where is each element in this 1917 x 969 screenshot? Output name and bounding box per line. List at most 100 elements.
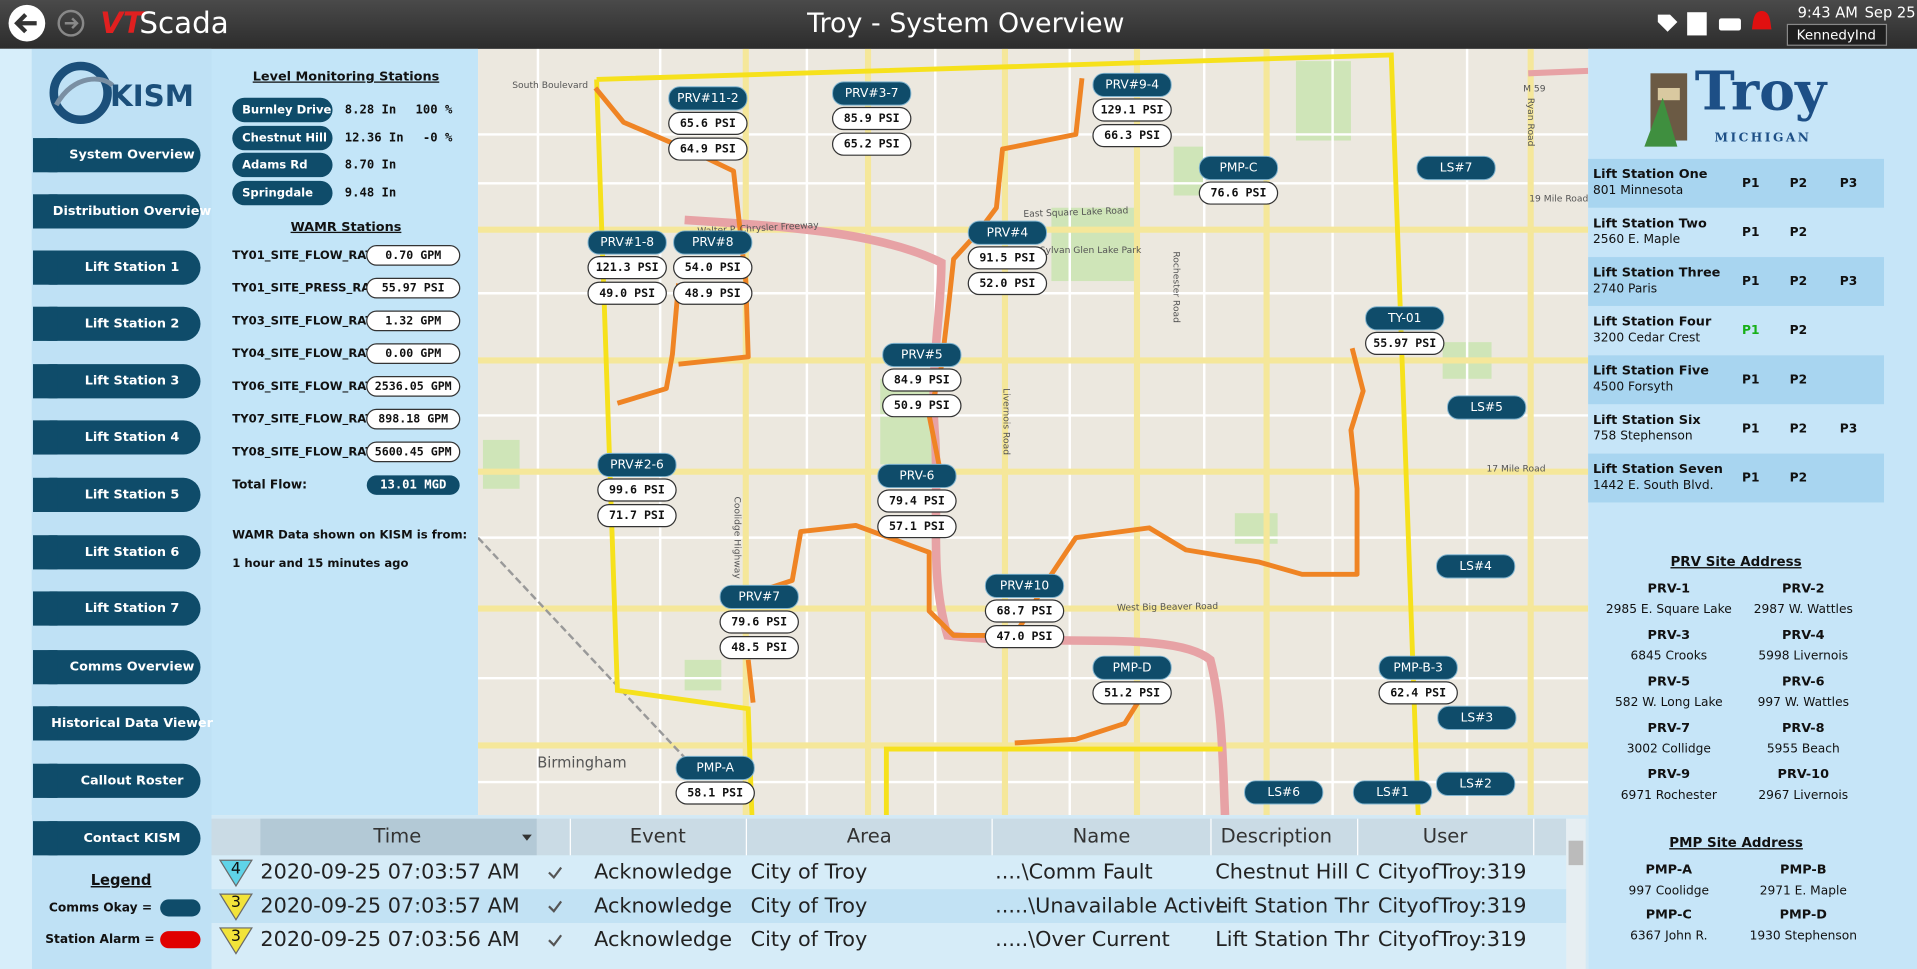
- station-marker[interactable]: [673, 230, 753, 255]
- station-marker[interactable]: [719, 584, 799, 610]
- alarm-bell[interactable]: [1751, 10, 1772, 30]
- nav-label[interactable]: Lift Station 3: [85, 374, 180, 389]
- nav-button-edge[interactable]: [33, 763, 58, 798]
- nav-button[interactable]: [33, 138, 201, 173]
- station-name[interactable]: PMP-C: [1219, 161, 1257, 175]
- station-marker[interactable]: [1365, 306, 1445, 331]
- station-name[interactable]: PRV#11-2: [677, 91, 739, 105]
- station-marker[interactable]: [1352, 780, 1433, 805]
- station-marker[interactable]: [1198, 155, 1279, 181]
- station-marker[interactable]: [1416, 155, 1496, 181]
- station-name[interactable]: PRV#1-8: [600, 235, 654, 249]
- nav-label[interactable]: Historical Data Viewer: [51, 716, 214, 731]
- nav-button-edge[interactable]: [33, 364, 58, 399]
- station-pill[interactable]: [232, 125, 333, 151]
- nav-label[interactable]: Contact KISM: [83, 831, 180, 846]
- station-pill[interactable]: [232, 180, 333, 206]
- nav-button-edge[interactable]: [33, 706, 58, 741]
- nav-button-edge[interactable]: [33, 306, 58, 341]
- alarm-row[interactable]: [211, 923, 1567, 957]
- nav-button-edge[interactable]: [33, 650, 58, 685]
- nav-button[interactable]: [33, 194, 201, 229]
- station-marker[interactable]: [1092, 655, 1172, 680]
- station-marker[interactable]: [1437, 705, 1517, 730]
- alarm-row[interactable]: [211, 855, 1567, 890]
- nav-button[interactable]: [33, 821, 201, 856]
- user-name[interactable]: KennedyInd: [1797, 28, 1876, 43]
- station-marker[interactable]: [882, 342, 962, 368]
- nav-label[interactable]: Lift Station 5: [85, 487, 180, 502]
- station-name[interactable]: PRV#10: [1000, 578, 1049, 592]
- station-marker[interactable]: [1436, 771, 1516, 796]
- nav-button-edge[interactable]: [33, 138, 58, 173]
- station-marker[interactable]: [1244, 780, 1324, 805]
- forward-button[interactable]: [57, 9, 85, 37]
- station-name[interactable]: PRV#5: [901, 347, 943, 361]
- station-marker[interactable]: [832, 81, 912, 106]
- station-name[interactable]: PMP-A: [696, 760, 734, 774]
- nav-button[interactable]: [33, 364, 201, 399]
- nav-label[interactable]: Distribution Overview: [53, 204, 212, 219]
- nav-button-edge[interactable]: [33, 591, 58, 626]
- column-header[interactable]: Event: [630, 825, 686, 848]
- station-name[interactable]: PRV#4: [987, 225, 1029, 239]
- station-name[interactable]: Adams Rd: [242, 157, 307, 171]
- station-marker[interactable]: [1092, 72, 1172, 98]
- lift-station-row[interactable]: [1588, 257, 1884, 306]
- nav-label[interactable]: Lift Station 6: [85, 545, 180, 560]
- nav-button[interactable]: [33, 535, 201, 570]
- station-name[interactable]: PRV#9-4: [1105, 77, 1159, 91]
- station-name[interactable]: LS#6: [1267, 785, 1300, 799]
- column-header[interactable]: Name: [1073, 825, 1131, 848]
- column-header[interactable]: User: [1423, 825, 1469, 848]
- station-name[interactable]: PRV#3-7: [845, 86, 899, 100]
- lift-station-row[interactable]: [1588, 453, 1884, 503]
- nav-button-edge[interactable]: [33, 194, 58, 229]
- station-marker[interactable]: [597, 452, 677, 478]
- station-name[interactable]: LS#2: [1459, 776, 1492, 790]
- column-header[interactable]: Description: [1221, 825, 1332, 848]
- station-marker[interactable]: [587, 230, 667, 255]
- column-header[interactable]: Time: [372, 825, 421, 848]
- station-marker[interactable]: [675, 755, 755, 781]
- station-name[interactable]: PMP-D: [1113, 660, 1152, 674]
- nav-button[interactable]: [33, 706, 201, 741]
- station-name[interactable]: TY-01: [1387, 311, 1421, 325]
- station-marker[interactable]: [1378, 655, 1458, 680]
- station-name[interactable]: Chestnut Hill: [242, 131, 327, 145]
- nav-label[interactable]: Lift Station 7: [85, 601, 180, 616]
- station-name[interactable]: PRV#8: [692, 235, 734, 249]
- nav-button-edge[interactable]: [33, 821, 58, 856]
- nav-button[interactable]: [33, 763, 201, 798]
- scrollbar-thumb[interactable]: [1568, 840, 1584, 866]
- print-icon[interactable]: [1718, 18, 1741, 31]
- sort-arrow[interactable]: [522, 834, 532, 841]
- alarm-row[interactable]: [211, 889, 1567, 924]
- station-name[interactable]: PMP-B-3: [1393, 660, 1443, 674]
- station-name[interactable]: LS#3: [1461, 710, 1494, 724]
- station-name[interactable]: PRV#2-6: [610, 457, 664, 471]
- sorted-column-header[interactable]: [260, 818, 537, 856]
- nav-button-edge[interactable]: [33, 477, 58, 512]
- nav-button[interactable]: [33, 477, 201, 512]
- lift-station-row[interactable]: [1588, 306, 1884, 356]
- nav-label[interactable]: Comms Overview: [70, 660, 195, 675]
- station-name[interactable]: LS#5: [1470, 400, 1503, 414]
- station-name[interactable]: PRV#7: [738, 589, 780, 603]
- station-marker[interactable]: [967, 220, 1048, 245]
- nav-button[interactable]: [33, 306, 201, 341]
- nav-button[interactable]: [33, 591, 201, 626]
- nav-label[interactable]: Lift Station 1: [85, 260, 180, 275]
- station-pill[interactable]: [232, 152, 333, 178]
- nav-label[interactable]: System Overview: [69, 148, 195, 163]
- nav-label[interactable]: Lift Station 2: [85, 316, 180, 331]
- tag-icon[interactable]: [1657, 14, 1678, 32]
- station-pill[interactable]: [232, 97, 333, 123]
- nav-button[interactable]: [33, 650, 201, 685]
- lift-station-row[interactable]: [1588, 404, 1884, 454]
- station-marker[interactable]: [668, 86, 748, 111]
- station-marker[interactable]: [984, 573, 1065, 599]
- report-icon[interactable]: [1687, 12, 1707, 36]
- nav-button-edge[interactable]: [33, 535, 58, 570]
- nav-label[interactable]: Lift Station 4: [85, 430, 180, 445]
